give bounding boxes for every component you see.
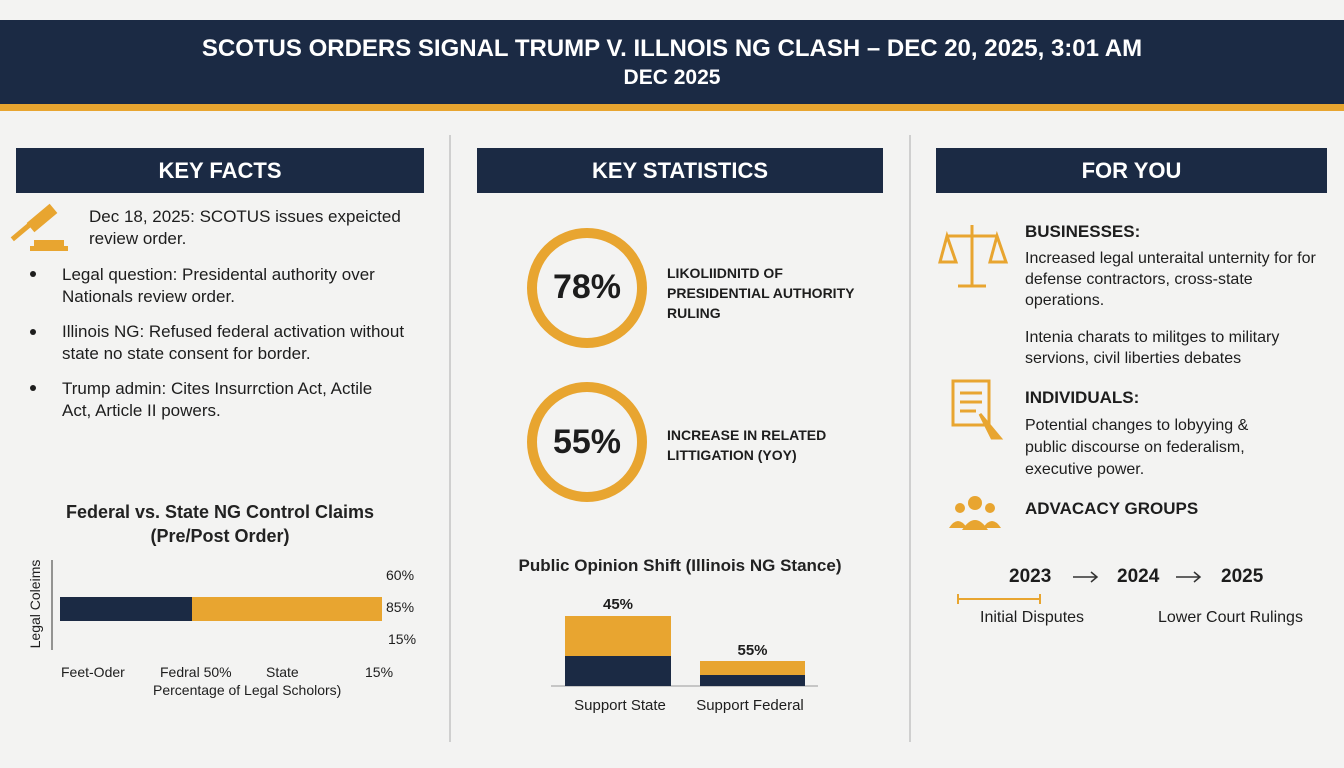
bar-segment bbox=[565, 616, 671, 656]
bullet: Trump admin: Cites Insurrction Act, Acti… bbox=[62, 379, 373, 420]
section-heading: KEY STATISTICS bbox=[477, 148, 883, 193]
section-heading: KEY FACTS bbox=[16, 148, 424, 193]
y-axis-label: Legal Coleims bbox=[27, 559, 43, 649]
stat-value: 55% bbox=[552, 423, 622, 461]
header-accent bbox=[0, 104, 1344, 111]
subtitle: DEC 2025 bbox=[623, 66, 721, 89]
lead-fact: Dec 18, 2025: SCOTUS issues expeicted re… bbox=[89, 207, 401, 248]
section-heading: FOR YOU bbox=[936, 148, 1327, 193]
chart-title: Public Opinion Shift (Illinois NG Stance… bbox=[518, 556, 842, 575]
bar-label: 45% bbox=[602, 596, 634, 613]
bar-segment bbox=[700, 661, 805, 675]
group-title: INDIVIDUALS: bbox=[1025, 388, 1140, 407]
group-text: Potential changes to lobyying & public d… bbox=[1025, 417, 1249, 478]
group-text: Intenia charats to militges to military … bbox=[1025, 329, 1280, 367]
bullet: Legal question: Presidental authority ov… bbox=[62, 265, 375, 306]
title: SCOTUS ORDERS SIGNAL TRUMP V. ILLNOIS NG… bbox=[201, 35, 1143, 62]
x-label: Feet-Oder bbox=[61, 664, 125, 680]
timeline-year: 2024 bbox=[1117, 566, 1160, 587]
x-label: State bbox=[266, 664, 299, 680]
bar-segment bbox=[192, 597, 382, 621]
x-label: Fedral 50% bbox=[160, 664, 232, 680]
timeline-label: Initial Disputes bbox=[980, 609, 1085, 626]
bar-label: 55% bbox=[737, 642, 768, 659]
ring bbox=[527, 228, 647, 348]
timeline-year: 2023 bbox=[1009, 566, 1052, 587]
chart-title-line: Federal vs. State NG Control Claims bbox=[65, 502, 375, 522]
bar-segment bbox=[565, 656, 671, 686]
bar-segment bbox=[700, 675, 805, 686]
bar-label: 15% bbox=[388, 631, 417, 647]
chart-title: Federal vs. State NG Control Claims (Pre/… bbox=[20, 500, 420, 548]
stat-label: LIKOLIIDNITD OF PRESIDENTIAL AUTHORITY R… bbox=[667, 265, 855, 321]
category-label: Support State bbox=[574, 697, 666, 714]
chart-title-line: (Pre/Post Order) bbox=[150, 526, 290, 546]
header-bar bbox=[0, 20, 1344, 105]
timeline-line bbox=[957, 594, 1041, 604]
bar-label: 60% bbox=[386, 567, 415, 583]
people-icon bbox=[949, 496, 1001, 530]
x-axis-title: Percentage of Legal Scholors) bbox=[153, 682, 342, 698]
group-title: ADVACACY GROUPS bbox=[1025, 499, 1199, 518]
x-label: 15% bbox=[365, 664, 394, 680]
timeline-year: 2025 bbox=[1221, 566, 1264, 587]
document-icon bbox=[951, 379, 1004, 440]
ring bbox=[527, 382, 647, 502]
bullets bbox=[30, 271, 36, 391]
stat-value: 78% bbox=[552, 268, 622, 306]
stat-label: INCREASE IN RELATED LITTIGATION (YOY) bbox=[667, 427, 827, 463]
bullet: Illinois NG: Refused federal activation … bbox=[62, 322, 405, 363]
scales-icon bbox=[938, 225, 1009, 288]
group-title: BUSINESSES: bbox=[1025, 222, 1141, 241]
timeline-arrows bbox=[1073, 571, 1202, 583]
bar-segment bbox=[60, 597, 192, 621]
timeline-label: Lower Court Rulings bbox=[1158, 609, 1303, 626]
category-label: Support Federal bbox=[696, 697, 804, 714]
gavel-icon bbox=[10, 203, 68, 251]
group-text: Increased legal unteraital unternity for… bbox=[1025, 250, 1316, 309]
bar-label: 85% bbox=[386, 599, 415, 615]
